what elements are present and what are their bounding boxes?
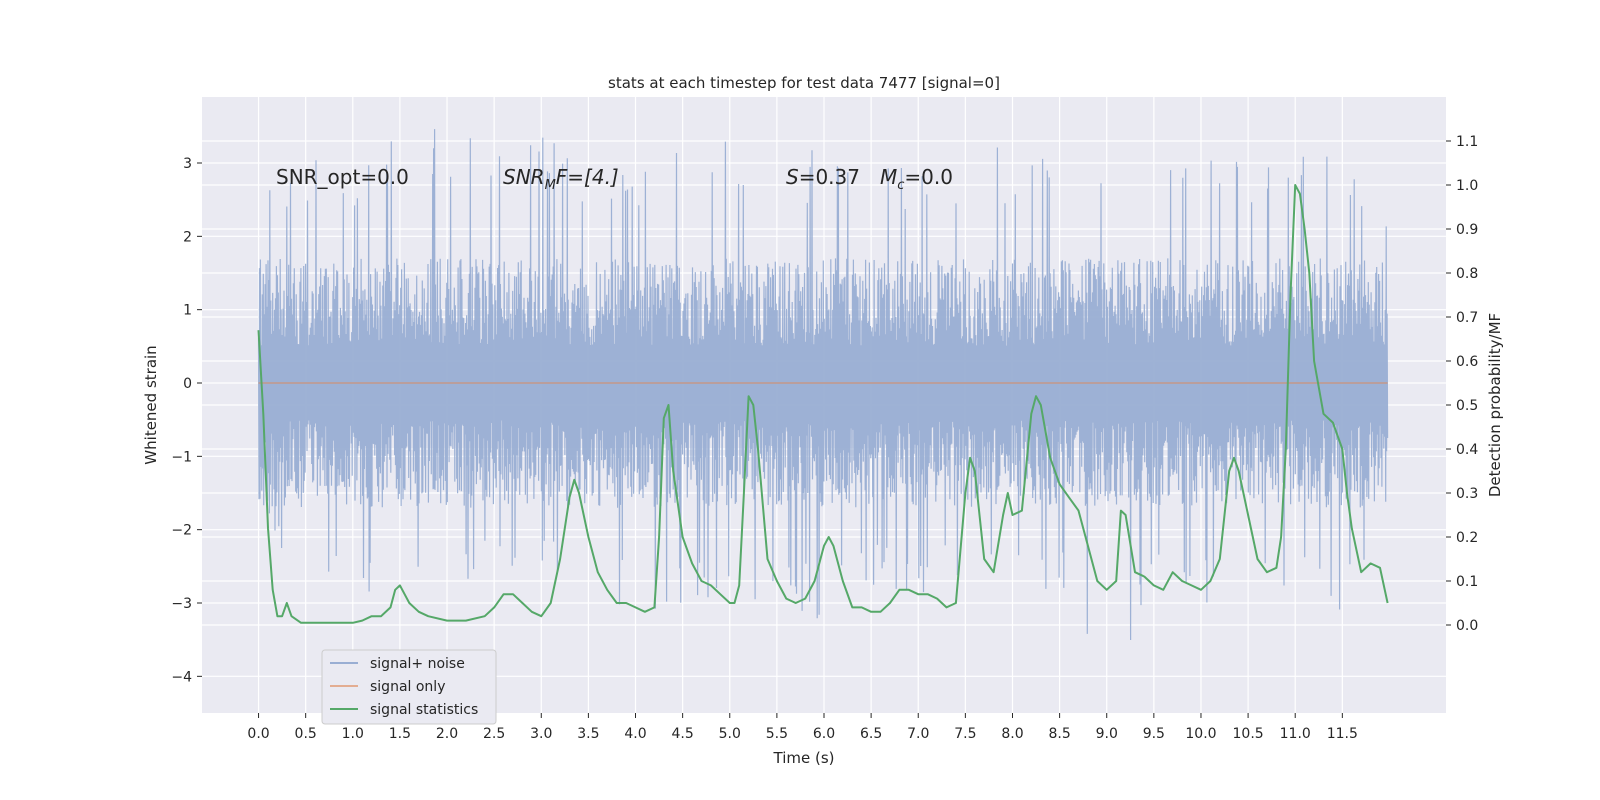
y-right-tick-label: 0.6 (1456, 354, 1478, 370)
x-tick-label: 6.0 (813, 726, 835, 742)
x-tick-label: 5.0 (719, 726, 741, 742)
series-signal-statistics-line (257, 184, 1389, 624)
x-tick-label: 6.5 (860, 726, 882, 742)
plot-series-layer (257, 129, 1389, 641)
legend-box (321, 649, 497, 725)
x-tick-label: 3.5 (577, 726, 599, 742)
x-tick-label: 8.0 (1001, 726, 1023, 742)
x-tick-label: 10.0 (1185, 726, 1216, 742)
y-left-tick-label: −4 (171, 669, 192, 685)
x-tick-label: 9.0 (1096, 726, 1118, 742)
x-tick-label: 9.5 (1143, 726, 1165, 742)
y-right-tick-label: 1.1 (1456, 134, 1478, 150)
y-right-tick-label: 0.3 (1456, 486, 1478, 502)
x-tick-label: 11.0 (1280, 726, 1311, 742)
x-tick-label: 5.5 (766, 726, 788, 742)
x-tick-label: 7.5 (954, 726, 976, 742)
x-tick-label: 7.0 (907, 726, 929, 742)
y-left-tick-label: 1 (183, 303, 192, 319)
y-left-tick-label: −1 (171, 449, 192, 465)
legend: signal+ noise signal only signal statist… (321, 649, 497, 725)
x-tick-label: 10.5 (1233, 726, 1264, 742)
y-right-tick-label: 0.0 (1456, 618, 1478, 634)
x-tick-label: 8.5 (1048, 726, 1070, 742)
y-left-tick-label: 3 (183, 156, 192, 172)
x-tick-label: 4.0 (624, 726, 646, 742)
annotation-s-value: S=0.37 (786, 165, 860, 189)
x-tick-label: 1.0 (342, 726, 364, 742)
x-tick-label: 4.5 (672, 726, 694, 742)
y-left-tick-label: −2 (171, 523, 192, 539)
y-left-tick-label: 0 (183, 376, 192, 392)
x-tick-label: 11.5 (1327, 726, 1358, 742)
y-left-tick-label: −3 (171, 596, 192, 612)
y-axis-label-right: Detection probability/MF (1486, 313, 1504, 497)
annotation-snr-mf: SNRMF=[4.] (503, 165, 619, 193)
y-right-tick-label: 0.9 (1456, 222, 1478, 238)
x-tick-label: 0.5 (295, 726, 317, 742)
y-right-tick-label: 0.5 (1456, 398, 1478, 414)
y-right-tick-label: 0.7 (1456, 310, 1478, 326)
annotation-mc-value: Mc=0.0 (880, 165, 953, 193)
x-tick-label: 3.0 (530, 726, 552, 742)
y-left-tick-label: 2 (183, 229, 192, 245)
annotation-snr-opt: SNR_opt=0.0 (276, 165, 409, 189)
chart-title: stats at each timestep for test data 747… (608, 74, 1000, 92)
y-axis-label-left: Whitened strain (142, 345, 160, 464)
x-tick-label: 0.0 (247, 726, 269, 742)
x-tick-label: 2.0 (436, 726, 458, 742)
x-axis-label: Time (s) (773, 749, 835, 767)
y-right-tick-label: 0.2 (1456, 530, 1478, 546)
legend-label-signal-noise: signal+ noise (370, 656, 465, 672)
y-right-tick-label: 0.1 (1456, 574, 1478, 590)
y-right-tick-label: 0.4 (1456, 442, 1478, 458)
x-tick-label: 2.5 (483, 726, 505, 742)
legend-label-signal-statistics: signal statistics (370, 702, 478, 718)
y-right-tick-label: 0.8 (1456, 266, 1478, 282)
x-tick-label: 1.5 (389, 726, 411, 742)
legend-label-signal-only: signal only (370, 679, 445, 695)
y-right-tick-label: 1.0 (1456, 178, 1478, 194)
axes: 0.0 0.5 1.0 1.5 2.0 2.5 3.0 3.5 4.0 4.5 5.0 5.5 6.0 6… (171, 134, 1478, 742)
